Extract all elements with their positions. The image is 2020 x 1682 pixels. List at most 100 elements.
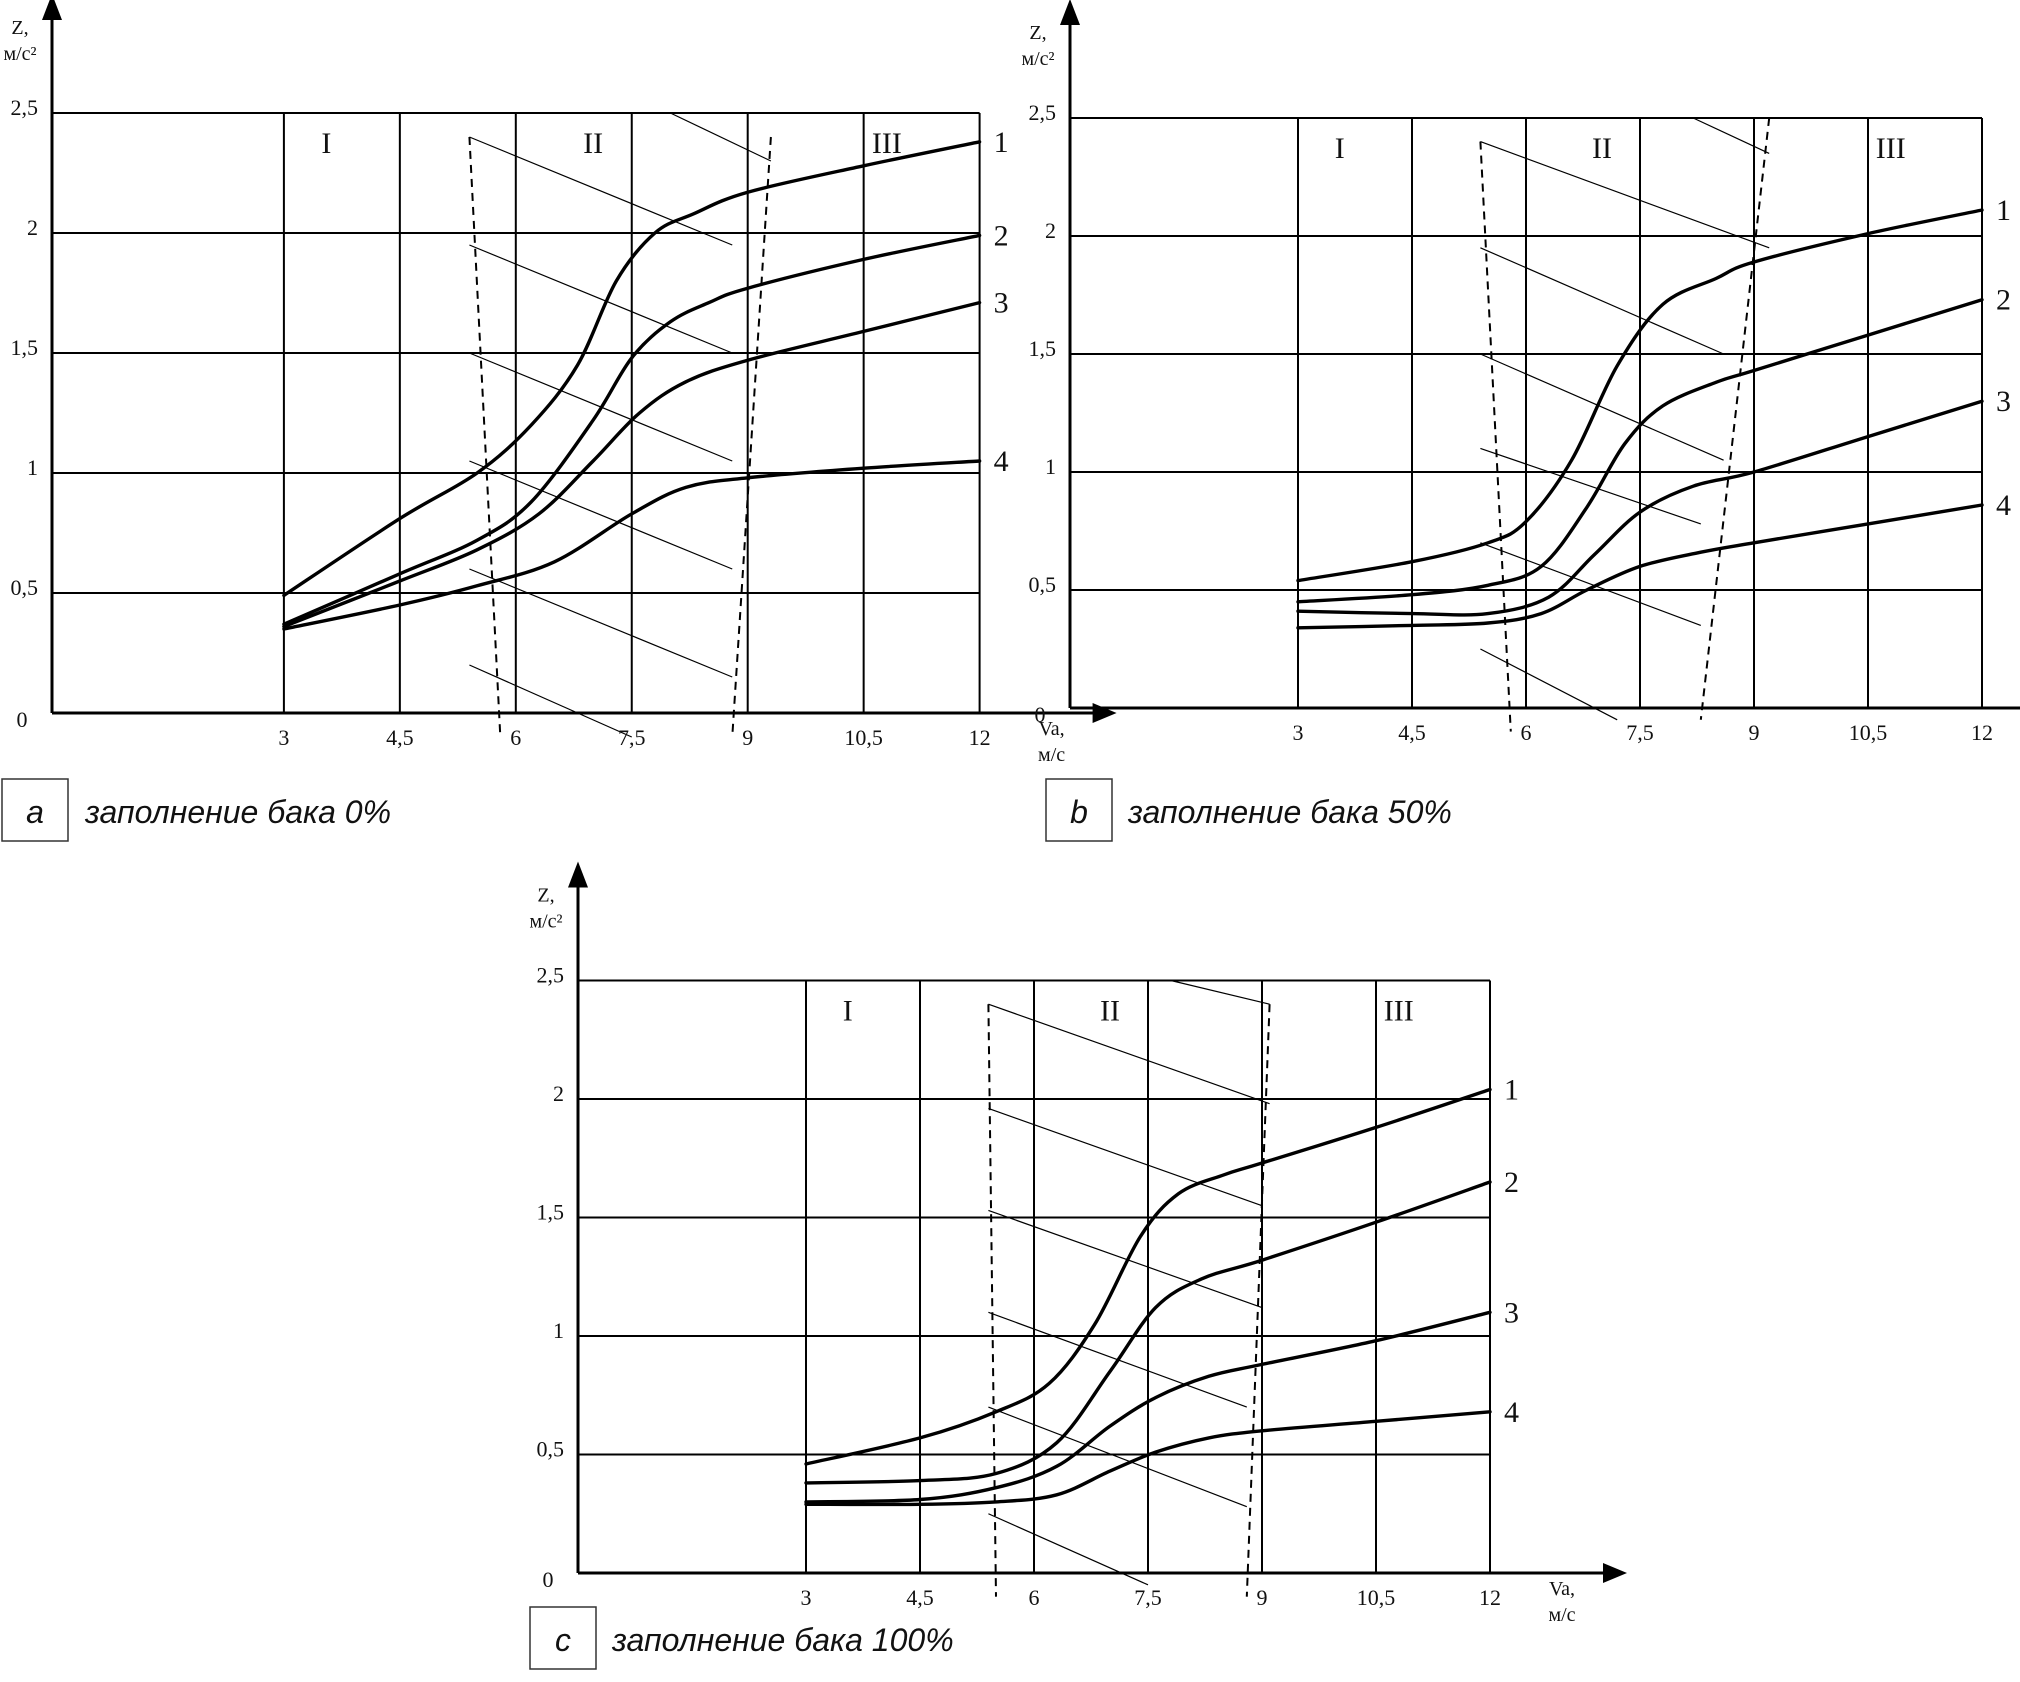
x-axis-arrow: [1603, 1563, 1627, 1583]
hatch-line: [988, 1107, 1263, 1207]
hatch-line: [1480, 648, 1618, 721]
y-axis-arrow: [1060, 0, 1080, 25]
hatch-line: [1692, 117, 1770, 154]
series-label-1: 1: [1504, 1074, 1519, 1107]
y-tick-label: 2: [553, 1081, 564, 1106]
caption-text: заполнение бака 50%: [1127, 794, 1452, 830]
hatch-line: [469, 568, 733, 678]
y-tick-label: 1: [27, 455, 38, 480]
y-tick-label: 2,5: [11, 95, 39, 120]
hatch-line: [1480, 353, 1724, 461]
series-line-4: [1296, 503, 1984, 630]
x-tick-label: 10,5: [844, 725, 883, 750]
series-line-2: [282, 233, 982, 626]
origin-label: 0: [17, 707, 28, 732]
y-tick-label: 2,5: [537, 963, 565, 988]
region-label-III: III: [1384, 995, 1414, 1028]
y-tick-label: 2: [1045, 218, 1056, 243]
hatch-line: [469, 244, 733, 354]
caption-text: заполнение бака 0%: [84, 794, 391, 830]
series-label-1: 1: [1996, 194, 2011, 227]
y-tick-label: 1,5: [1029, 336, 1057, 361]
zone-boundary-2: [731, 136, 772, 738]
hatch-line: [988, 1513, 1149, 1586]
series-line-1: [282, 140, 982, 598]
x-axis-unit: м/с: [1548, 1604, 1575, 1626]
series-label-3: 3: [994, 287, 1009, 320]
x-tick-label: 9: [1257, 1585, 1268, 1610]
hatch-line: [988, 1209, 1263, 1309]
x-tick-label: 9: [1749, 720, 1760, 745]
y-axis-arrow: [568, 861, 588, 888]
zone-boundary-2: [1699, 117, 1771, 720]
hatch-line: [1480, 247, 1724, 355]
hatch-line: [1480, 542, 1702, 626]
y-tick-label: 1: [553, 1318, 564, 1343]
series-label-1: 1: [994, 126, 1009, 159]
x-tick-label: 6: [1029, 1585, 1040, 1610]
y-tick-label: 0,5: [1029, 572, 1057, 597]
x-tick-label: 4,5: [906, 1585, 934, 1610]
y-tick-label: 0,5: [11, 575, 39, 600]
hatch-line: [670, 112, 772, 162]
y-tick-label: 1: [1045, 454, 1056, 479]
zone-boundary-2: [1245, 1004, 1271, 1597]
x-axis-label: Va,: [1549, 1578, 1575, 1600]
y-axis-label: Z,: [537, 885, 554, 907]
series-line-1: [804, 1087, 1492, 1466]
hatch-line: [469, 136, 733, 246]
hatch-line: [988, 1003, 1270, 1105]
series-line-3: [1296, 399, 1984, 617]
hatch-line: [1170, 979, 1270, 1005]
series-line-2: [1296, 298, 1984, 604]
x-tick-label: 10,5: [1357, 1585, 1396, 1610]
region-label-II: II: [1592, 132, 1612, 165]
x-tick-label: 10,5: [1849, 720, 1888, 745]
x-tick-label: 12: [1479, 1585, 1501, 1610]
zone-boundary-1: [987, 1004, 997, 1597]
hatch-line: [469, 460, 733, 570]
series-line-1: [1296, 208, 1984, 583]
series-label-4: 4: [994, 445, 1009, 478]
series-line-3: [804, 1310, 1492, 1504]
x-tick-label: 3: [1293, 720, 1304, 745]
x-tick-label: 12: [969, 725, 991, 750]
series-label-2: 2: [1504, 1166, 1519, 1199]
region-label-II: II: [1100, 995, 1120, 1028]
y-tick-label: 1,5: [11, 335, 39, 360]
chart-panel-b: 123434,567,5910,5120,511,522,50Va,м/сZ,м…: [1021, 0, 2020, 842]
series-label-3: 3: [1504, 1296, 1519, 1329]
zone-boundary-1: [1479, 141, 1512, 732]
region-label-II: II: [583, 127, 603, 160]
series-line-4: [282, 459, 982, 631]
caption-box: [529, 1606, 597, 1670]
x-tick-label: 7,5: [618, 725, 646, 750]
x-tick-label: 3: [801, 1585, 812, 1610]
region-label-I: I: [321, 127, 331, 160]
region-label-I: I: [1335, 132, 1345, 165]
caption-box: [1045, 778, 1113, 842]
series-label-2: 2: [994, 219, 1009, 252]
origin-label: 0: [1035, 702, 1046, 727]
x-tick-label: 12: [1971, 720, 1993, 745]
y-tick-label: 1,5: [537, 1200, 565, 1225]
x-tick-label: 6: [510, 725, 521, 750]
x-axis-arrow: [1092, 703, 1117, 723]
y-axis-unit: м/с²: [529, 911, 562, 933]
hatch-line: [469, 664, 632, 738]
series-label-3: 3: [1996, 385, 2011, 418]
y-axis-label: Z,: [11, 17, 28, 39]
hatch-line: [988, 1406, 1248, 1508]
y-tick-label: 2: [27, 215, 38, 240]
origin-label: 0: [543, 1567, 554, 1592]
x-axis-label: Va,: [1039, 718, 1065, 740]
y-axis-unit: м/с²: [3, 43, 36, 65]
y-axis-arrow: [42, 0, 62, 20]
y-axis-label: Z,: [1029, 22, 1046, 44]
caption-letter: a: [26, 794, 44, 830]
y-tick-label: 0,5: [537, 1437, 565, 1462]
caption-box: [1, 778, 69, 842]
